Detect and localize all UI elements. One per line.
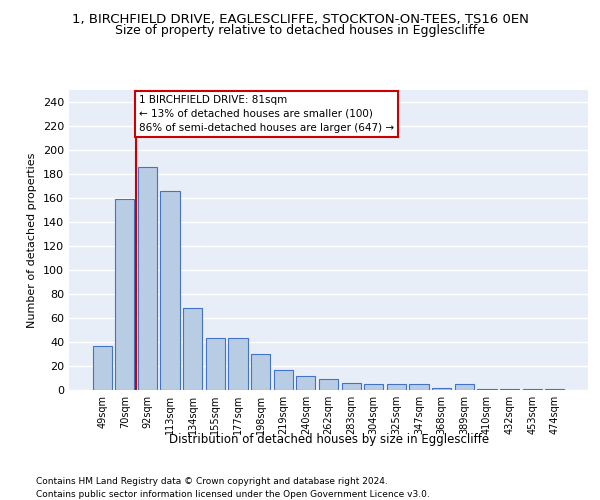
Bar xyxy=(523,389,542,390)
Bar xyxy=(251,354,270,390)
Bar xyxy=(183,308,202,390)
Bar xyxy=(115,199,134,390)
Text: Distribution of detached houses by size in Egglescliffe: Distribution of detached houses by size … xyxy=(169,432,489,446)
Bar xyxy=(364,384,383,390)
Text: Size of property relative to detached houses in Egglescliffe: Size of property relative to detached ho… xyxy=(115,24,485,37)
Y-axis label: Number of detached properties: Number of detached properties xyxy=(28,152,37,328)
Text: 1, BIRCHFIELD DRIVE, EAGLESCLIFFE, STOCKTON-ON-TEES, TS16 0EN: 1, BIRCHFIELD DRIVE, EAGLESCLIFFE, STOCK… xyxy=(71,12,529,26)
Bar xyxy=(296,376,316,390)
Bar xyxy=(455,384,474,390)
Bar xyxy=(432,388,451,390)
Text: Contains HM Land Registry data © Crown copyright and database right 2024.
Contai: Contains HM Land Registry data © Crown c… xyxy=(36,478,430,499)
Bar xyxy=(409,384,428,390)
Bar xyxy=(500,389,519,390)
Bar xyxy=(160,191,180,390)
Bar xyxy=(341,383,361,390)
Bar xyxy=(229,338,248,390)
Text: 1 BIRCHFIELD DRIVE: 81sqm
← 13% of detached houses are smaller (100)
86% of semi: 1 BIRCHFIELD DRIVE: 81sqm ← 13% of detac… xyxy=(139,95,394,133)
Bar xyxy=(545,389,565,390)
Bar xyxy=(138,167,157,390)
Bar xyxy=(92,346,112,390)
Bar xyxy=(274,370,293,390)
Bar xyxy=(206,338,225,390)
Bar xyxy=(477,389,497,390)
Bar xyxy=(387,384,406,390)
Bar xyxy=(319,379,338,390)
